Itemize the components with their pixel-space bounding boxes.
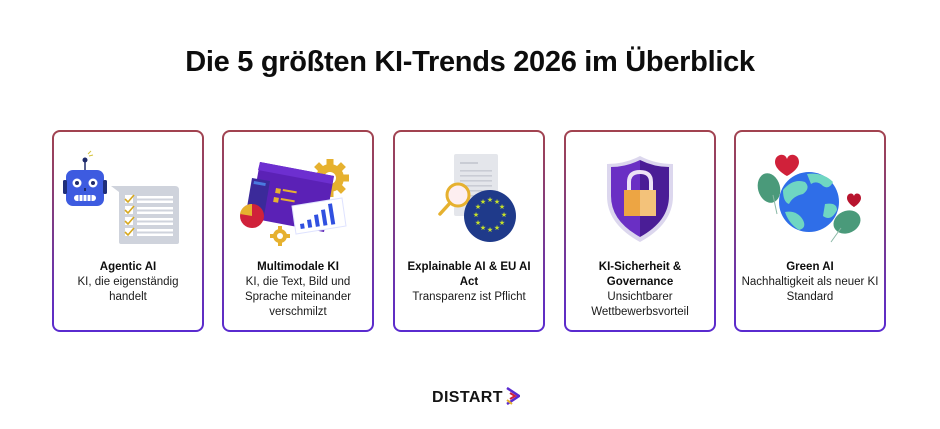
page-title: Die 5 größten KI-Trends 2026 im Überblic… bbox=[185, 46, 755, 78]
svg-text:★: ★ bbox=[480, 224, 486, 232]
card-title: Green AI bbox=[786, 261, 834, 273]
svg-text:★: ★ bbox=[499, 203, 505, 211]
svg-text:★: ★ bbox=[475, 219, 481, 227]
svg-text:★: ★ bbox=[501, 211, 507, 219]
distart-logo: DISTART bbox=[432, 386, 522, 410]
card-description: Unsichtbarer Wettbewerbsvorteil bbox=[591, 291, 689, 318]
trend-card-explainable-ai: ★ ★ ★ ★ ★ ★ ★ ★ ★ ★ ★ ★ Explainable AI & EU AI A… bbox=[393, 130, 545, 332]
card-description: Nachhaltigkeit als neuer KI Standard bbox=[741, 276, 879, 303]
svg-text:★: ★ bbox=[487, 226, 493, 234]
robot-checklist-icon bbox=[54, 150, 202, 250]
card-description: KI, die Text, Bild und Sprache miteinand… bbox=[244, 276, 352, 318]
svg-text:★: ★ bbox=[480, 198, 486, 206]
card-description: Transparenz ist Pflicht bbox=[412, 291, 526, 303]
svg-text:★: ★ bbox=[494, 198, 500, 206]
trend-card-multimodale-ki: Multimodale KI KI, die Text, Bild und Sp… bbox=[222, 130, 374, 332]
logo-text: DISTART bbox=[432, 389, 503, 406]
svg-text:★: ★ bbox=[487, 196, 493, 204]
trend-card-agentic-ai: Agentic AI KI, die eigenständig handelt bbox=[52, 130, 204, 332]
card-title: KI-Sicherheit & Governance bbox=[598, 261, 682, 288]
svg-text:★: ★ bbox=[494, 224, 500, 232]
shield-lock-icon bbox=[566, 150, 714, 250]
trend-card-green-ai: Green AI Nachhaltigkeit als neuer KI Sta… bbox=[734, 130, 886, 332]
svg-text:★: ★ bbox=[499, 219, 505, 227]
svg-text:★: ★ bbox=[475, 203, 481, 211]
globe-leaves-hearts-icon bbox=[736, 150, 884, 250]
svg-text:★: ★ bbox=[473, 211, 479, 219]
document-magnifier-eu-icon: ★ ★ ★ ★ ★ ★ ★ ★ ★ ★ ★ ★ bbox=[395, 150, 543, 250]
logo-arrow-icon bbox=[506, 386, 522, 410]
trend-card-ki-sicherheit: KI-Sicherheit & Governance Unsichtbarer … bbox=[564, 130, 716, 332]
multimodal-dashboard-icon bbox=[224, 150, 372, 250]
card-description: KI, die eigenständig handelt bbox=[77, 276, 179, 303]
card-title: Agentic AI bbox=[99, 261, 157, 273]
card-title: Multimodale KI bbox=[257, 261, 339, 273]
card-title: Explainable AI & EU AI Act bbox=[407, 261, 531, 288]
